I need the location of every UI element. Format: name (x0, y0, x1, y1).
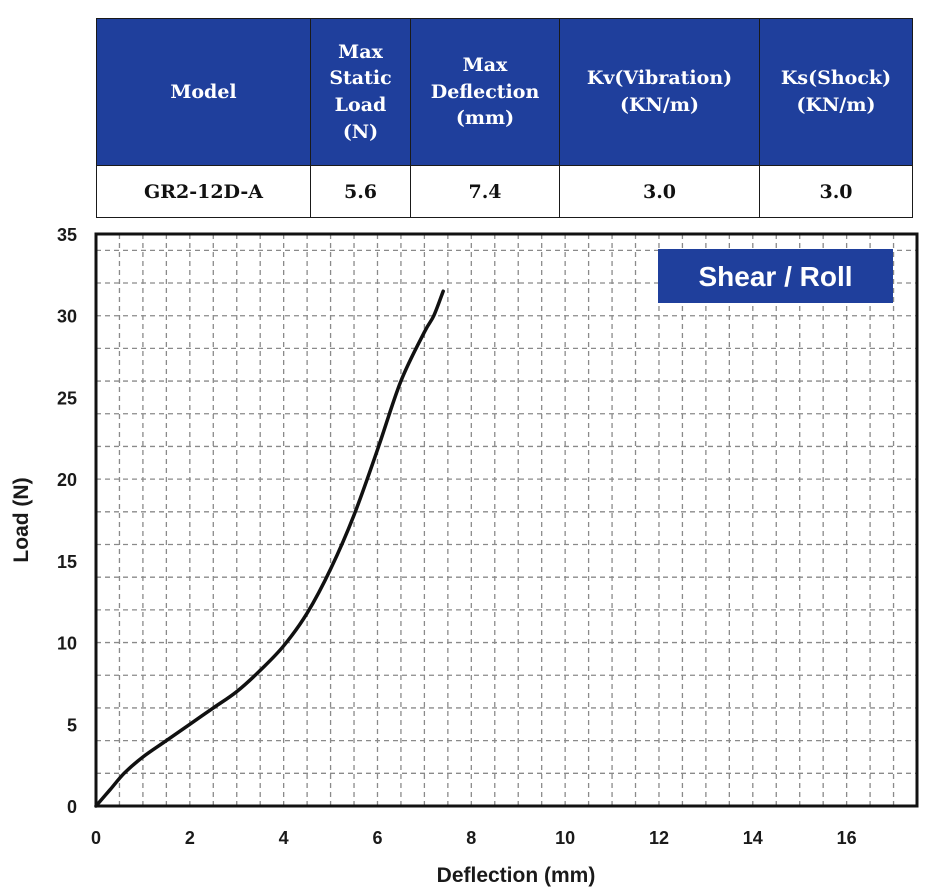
x-tick-label: 10 (555, 828, 575, 848)
x-tick-label: 8 (466, 828, 476, 848)
y-axis-label: Load (N) (10, 477, 33, 562)
table-row: GR2-12D-A 5.6 7.4 3.0 3.0 (96, 165, 913, 218)
y-axis-ticks: 0 5 10 15 20 25 30 35 (57, 225, 77, 817)
cell-max-deflection: 7.4 (410, 165, 560, 218)
y-tick-label: 25 (57, 388, 77, 408)
x-axis-label: Deflection (mm) (437, 864, 596, 887)
cell-kv: 3.0 (559, 165, 760, 218)
x-tick-label: 4 (279, 828, 289, 848)
load-deflection-curve (94, 289, 445, 808)
chart-title-badge (658, 249, 893, 303)
cell-model: GR2-12D-A (96, 165, 311, 218)
header-model: Model (96, 18, 311, 166)
x-axis-ticks: 0 2 4 6 8 10 12 14 16 (91, 828, 857, 848)
x-tick-label: 0 (91, 828, 101, 848)
y-tick-label: 15 (57, 552, 77, 572)
y-tick-label: 0 (67, 797, 77, 817)
y-tick-label: 20 (57, 470, 77, 490)
y-tick-label: 5 (67, 715, 77, 735)
table-header-row: Model Max Static Load (N) Max Deflection… (96, 18, 913, 166)
load-deflection-chart: 0 2 4 6 8 10 12 14 16 0 5 10 15 20 25 30 35 Shear / Rol… (10, 225, 919, 887)
x-tick-label: 12 (649, 828, 669, 848)
x-tick-label: 14 (743, 828, 763, 848)
cell-max-static-load: 5.6 (310, 165, 411, 218)
grid (96, 234, 917, 806)
header-max-deflection: Max Deflection (mm) (410, 18, 560, 166)
header-max-static-load: Max Static Load (N) (310, 18, 411, 166)
cell-ks: 3.0 (759, 165, 913, 218)
plot-frame (94, 232, 919, 808)
y-tick-label: 30 (57, 307, 77, 327)
header-kv-vibration: Kv(Vibration) (KN/m) (559, 18, 760, 166)
y-tick-label: 10 (57, 634, 77, 654)
spec-table: Model Max Static Load (N) Max Deflection… (96, 18, 913, 218)
chart-title: Shear / Roll (698, 261, 852, 292)
x-tick-label: 2 (185, 828, 195, 848)
y-tick-label: 35 (57, 225, 77, 245)
x-tick-label: 16 (837, 828, 857, 848)
header-ks-shock: Ks(Shock) (KN/m) (759, 18, 913, 166)
x-tick-label: 6 (372, 828, 382, 848)
